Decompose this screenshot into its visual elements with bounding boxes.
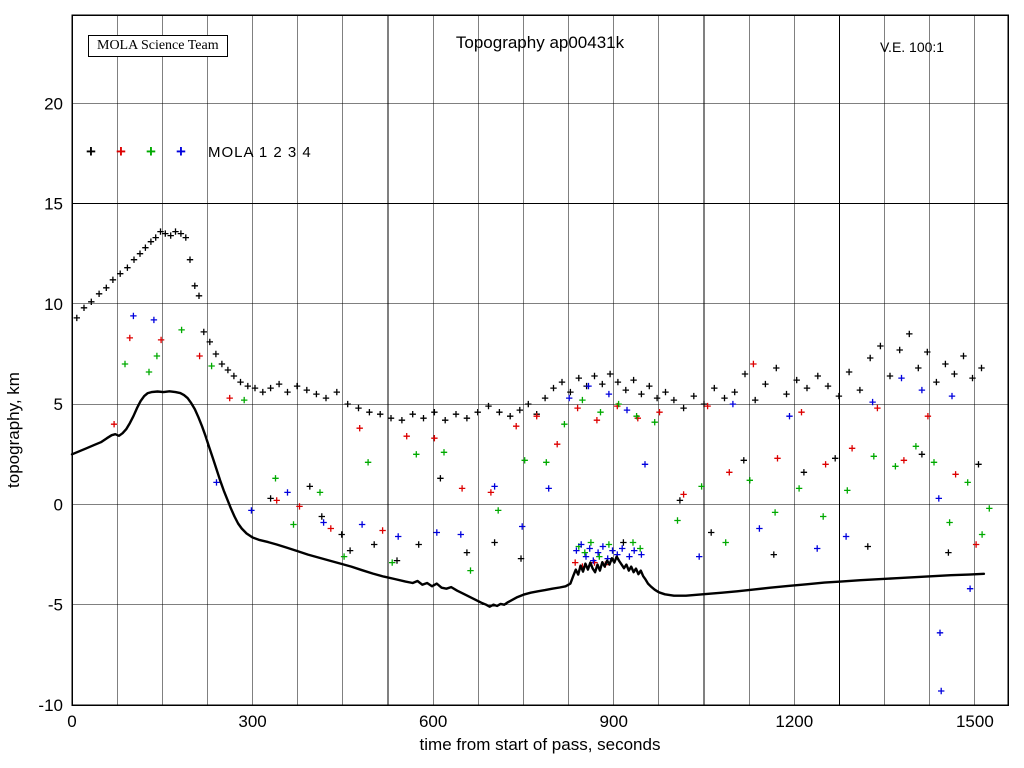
x-axis-title: time from start of pass, seconds <box>419 735 661 754</box>
y-tick-label: 15 <box>44 195 63 214</box>
scatter-series-mola-1 <box>73 228 985 564</box>
x-tick-label: 0 <box>67 712 76 731</box>
legend-marker-mola-2: + <box>116 142 126 161</box>
legend-plus-markers: + + + + <box>86 143 206 161</box>
plot-frame <box>71 14 1009 706</box>
y-tick-label: 20 <box>44 94 63 113</box>
scatter-series-mola-3 <box>121 326 993 574</box>
legend-marker-mola-3: + <box>146 142 156 161</box>
scatter-series-mola-2 <box>110 334 980 570</box>
legend-marker-mola-4: + <box>176 142 186 161</box>
y-tick-label: 0 <box>54 495 63 514</box>
y-tick-label: 10 <box>44 295 63 314</box>
science-team-label: MOLA Science Team <box>97 38 219 53</box>
y-axis-title: topography, km <box>4 372 23 488</box>
legend-marker-mola-1: + <box>86 142 96 161</box>
x-tick-label: 1200 <box>775 712 813 731</box>
legend-label: MOLA 1 2 3 4 <box>208 143 312 161</box>
scatter-series-mola-4 <box>130 312 974 695</box>
y-tick-label: -10 <box>38 696 63 715</box>
x-tick-label: 900 <box>600 712 628 731</box>
chart-title: Topography ap00431k <box>455 33 625 52</box>
legend: + + + + MOLA 1 2 3 4 <box>86 143 312 161</box>
x-tick-label: 1500 <box>956 712 994 731</box>
y-tick-label: 5 <box>54 395 63 414</box>
profile-trace <box>70 390 986 608</box>
vertical-exaggeration-label: V.E. 100:1 <box>880 39 945 55</box>
science-team-box: MOLA Science Team <box>88 35 228 57</box>
x-tick-label: 600 <box>419 712 447 731</box>
x-tick-label: 300 <box>238 712 266 731</box>
y-tick-label: -5 <box>48 596 63 615</box>
